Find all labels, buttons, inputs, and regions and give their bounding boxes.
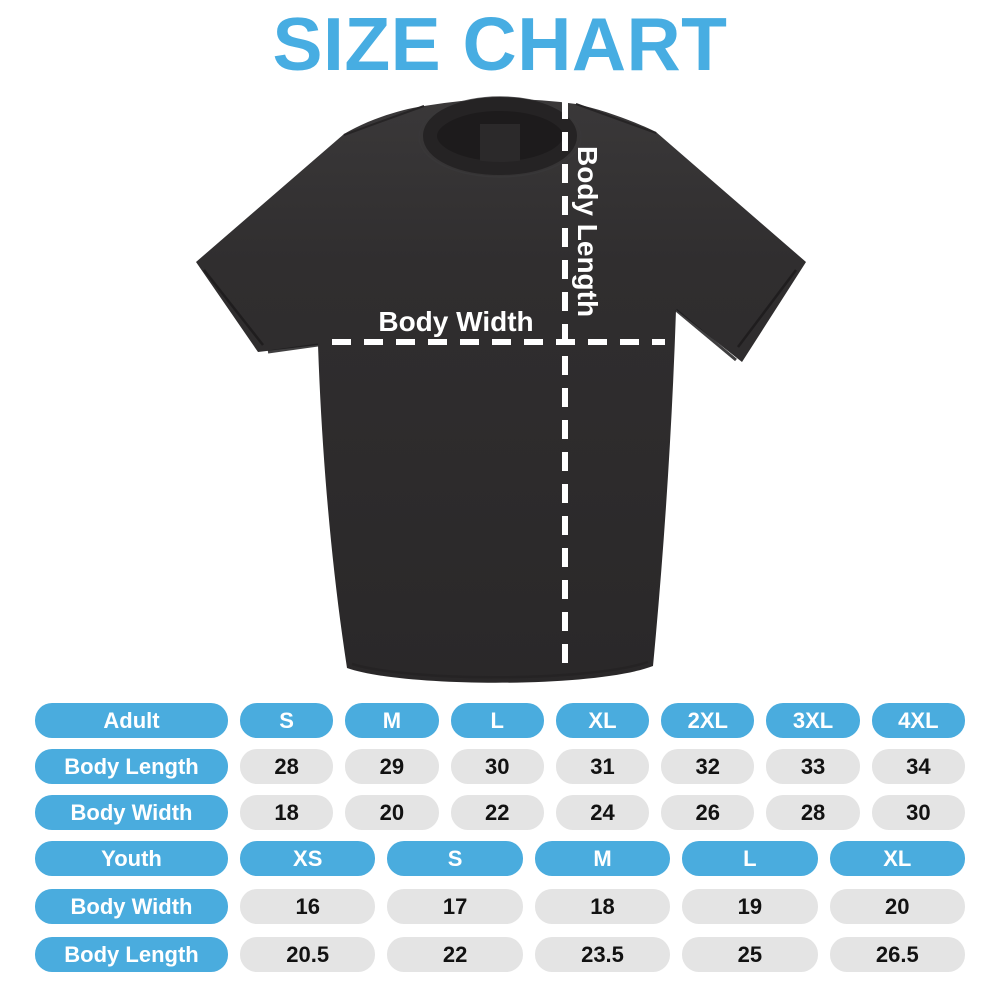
left-shoulder-seam [343, 105, 425, 136]
value-pill: 20.5 [240, 937, 376, 972]
adult-header-label-pill: Adult [35, 703, 228, 738]
value-pill: 18 [534, 889, 671, 924]
value-pill: 25 [682, 937, 818, 972]
adult-size-table: Adult S M L XL 2XL 3XL 4XL Body Length 2… [35, 703, 965, 830]
body-width-label: Body Width [378, 306, 533, 337]
youth-size-pill: M [534, 841, 671, 876]
value-pill: 28 [766, 795, 860, 830]
adult-size-pill: 2XL [661, 703, 755, 738]
value-pill: 23.5 [534, 937, 671, 972]
value-pill: 26.5 [829, 937, 965, 972]
youth-header-row: Youth XS S M L XL [35, 841, 965, 876]
right-sleeve-hem-stitch [737, 269, 797, 348]
adult-size-pill: 4XL [871, 703, 965, 738]
left-underarm-crease [267, 343, 319, 354]
value-pill: 22 [450, 795, 544, 830]
row-label-pill: Body Length [35, 937, 228, 972]
value-pill: 17 [387, 889, 523, 924]
value-pill: 20 [345, 795, 439, 830]
value-pill: 30 [450, 749, 544, 784]
value-pill: 31 [555, 749, 650, 784]
value-pill: 19 [682, 889, 818, 924]
value-pill: 16 [240, 889, 376, 924]
youth-size-table: Youth XS S M L XL Body Width 16 17 18 19… [35, 841, 965, 972]
adult-body-width-row: Body Width 18 20 22 24 26 28 30 [35, 795, 965, 830]
value-pill: 24 [555, 795, 650, 830]
adult-size-pill: XL [555, 703, 650, 738]
adult-size-pill: 3XL [766, 703, 860, 738]
tshirt-body [196, 98, 806, 683]
left-sleeve-hem-stitch [203, 269, 264, 346]
size-tables: Adult S M L XL 2XL 3XL 4XL Body Length 2… [35, 703, 965, 985]
value-pill: 28 [240, 749, 334, 784]
value-pill: 30 [871, 795, 965, 830]
adult-header-row: Adult S M L XL 2XL 3XL 4XL [35, 703, 965, 738]
value-pill: 32 [661, 749, 755, 784]
value-pill: 26 [661, 795, 755, 830]
youth-size-pill: L [682, 841, 818, 876]
value-pill: 18 [240, 795, 334, 830]
value-pill: 22 [387, 937, 523, 972]
value-pill: 34 [871, 749, 965, 784]
youth-header-label-pill: Youth [35, 841, 228, 876]
value-pill: 20 [829, 889, 965, 924]
adult-size-pill: S [240, 703, 334, 738]
youth-size-pill: XL [829, 841, 965, 876]
page-title: SIZE CHART [272, 2, 728, 86]
value-pill: 33 [766, 749, 860, 784]
adult-size-pill: L [450, 703, 544, 738]
right-shoulder-seam [575, 103, 657, 134]
youth-size-pill: XS [240, 841, 376, 876]
body-length-label: Body Length [572, 146, 603, 317]
value-pill: 29 [345, 749, 439, 784]
row-label-pill: Body Width [35, 795, 228, 830]
youth-body-length-row: Body Length 20.5 22 23.5 25 26.5 [35, 937, 965, 972]
neck-tag [480, 124, 520, 162]
bottom-hem-stitch [351, 660, 649, 679]
youth-body-width-row: Body Width 16 17 18 19 20 [35, 889, 965, 924]
youth-size-pill: S [387, 841, 523, 876]
adult-body-length-row: Body Length 28 29 30 31 32 33 34 [35, 749, 965, 784]
row-label-pill: Body Width [35, 889, 228, 924]
adult-size-pill: M [345, 703, 439, 738]
right-underarm-crease [675, 308, 737, 362]
row-label-pill: Body Length [35, 749, 228, 784]
